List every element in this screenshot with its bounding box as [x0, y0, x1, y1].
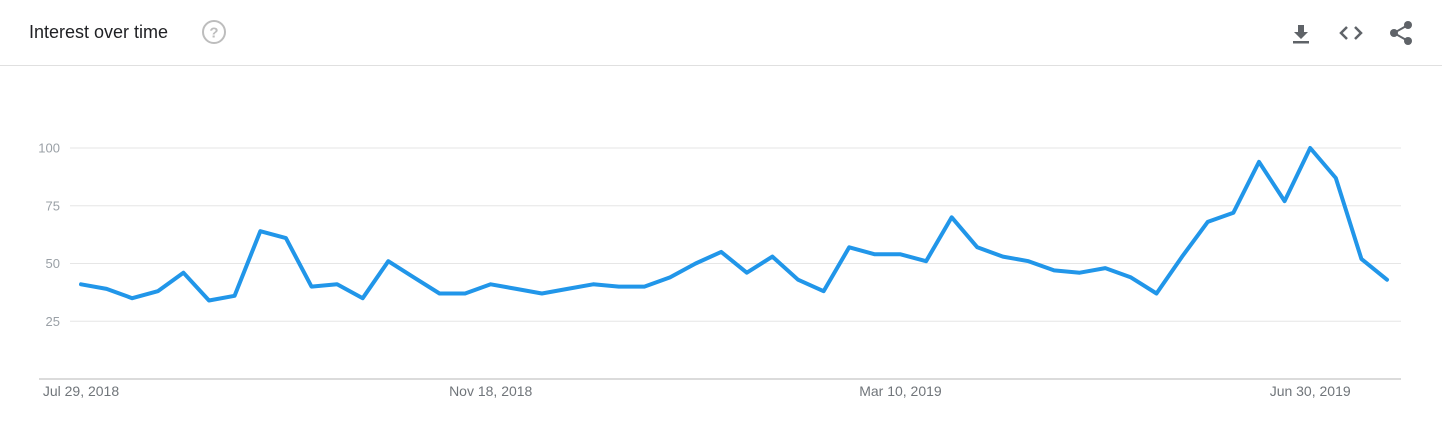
chart-title: Interest over time — [29, 22, 169, 42]
data-point — [1103, 266, 1107, 270]
y-tick-label: 100 — [38, 141, 60, 156]
chart-header: Interest over time ? — [0, 0, 1442, 66]
data-point — [847, 245, 851, 249]
data-point — [258, 229, 262, 233]
series-line — [79, 146, 1389, 303]
data-point — [642, 285, 646, 289]
data-point — [386, 259, 390, 263]
data-point — [79, 282, 83, 286]
data-point — [1129, 275, 1133, 279]
data-point — [950, 215, 954, 219]
data-point — [1359, 257, 1363, 261]
data-point — [412, 275, 416, 279]
x-tick-label: Jun 30, 2019 — [1270, 383, 1351, 399]
data-point — [309, 285, 313, 289]
data-point — [207, 298, 211, 302]
x-tick-label: Nov 18, 2018 — [449, 383, 532, 399]
data-point — [1026, 259, 1030, 263]
data-point — [1001, 255, 1005, 259]
help-circle-icon[interactable]: ? — [201, 19, 227, 45]
data-point — [540, 292, 544, 296]
data-point — [1334, 176, 1338, 180]
data-point — [796, 278, 800, 282]
data-point — [566, 287, 570, 291]
data-point — [694, 262, 698, 266]
y-tick-label: 25 — [46, 314, 60, 329]
data-point — [1283, 199, 1287, 203]
data-point — [130, 296, 134, 300]
data-point — [489, 282, 493, 286]
download-button[interactable] — [1287, 19, 1315, 47]
data-point — [105, 287, 109, 291]
share-button[interactable] — [1387, 19, 1415, 47]
data-point — [514, 287, 518, 291]
data-point — [1308, 146, 1312, 150]
data-point — [898, 252, 902, 256]
data-point — [873, 252, 877, 256]
data-point — [233, 294, 237, 298]
x-tick-label: Mar 10, 2019 — [859, 383, 942, 399]
embed-button[interactable] — [1337, 19, 1365, 47]
data-point — [591, 282, 595, 286]
data-point — [181, 271, 185, 275]
data-point — [438, 292, 442, 296]
data-point — [335, 282, 339, 286]
data-point — [156, 289, 160, 293]
data-point — [463, 292, 467, 296]
data-point — [617, 285, 621, 289]
data-point — [284, 236, 288, 240]
y-tick-label: 75 — [46, 198, 60, 213]
data-point — [1052, 268, 1056, 272]
data-point — [668, 275, 672, 279]
data-point — [1257, 160, 1261, 164]
data-point — [745, 271, 749, 275]
data-point — [1231, 211, 1235, 215]
x-tick-label: Jul 29, 2018 — [43, 383, 119, 399]
y-tick-label: 50 — [46, 256, 60, 271]
svg-text:?: ? — [209, 25, 218, 42]
data-point — [1385, 278, 1389, 282]
download-icon — [1293, 25, 1309, 44]
line-chart-svg: 100 75 50 25 Jul 29, 2018 Nov 18, 2018 Mar 10,… — [38, 141, 1401, 399]
data-point — [1206, 220, 1210, 224]
data-point — [1155, 292, 1159, 296]
data-point — [770, 255, 774, 259]
data-point — [361, 296, 365, 300]
interest-chart: 100 75 50 25 Jul 29, 2018 Nov 18, 2018 Mar 10,… — [0, 67, 1442, 434]
data-point — [822, 289, 826, 293]
data-point — [1078, 271, 1082, 275]
data-point — [719, 250, 723, 254]
data-point — [924, 259, 928, 263]
data-point — [975, 245, 979, 249]
share-icon — [1390, 21, 1412, 45]
code-icon — [1339, 26, 1363, 40]
data-point — [1180, 255, 1184, 259]
